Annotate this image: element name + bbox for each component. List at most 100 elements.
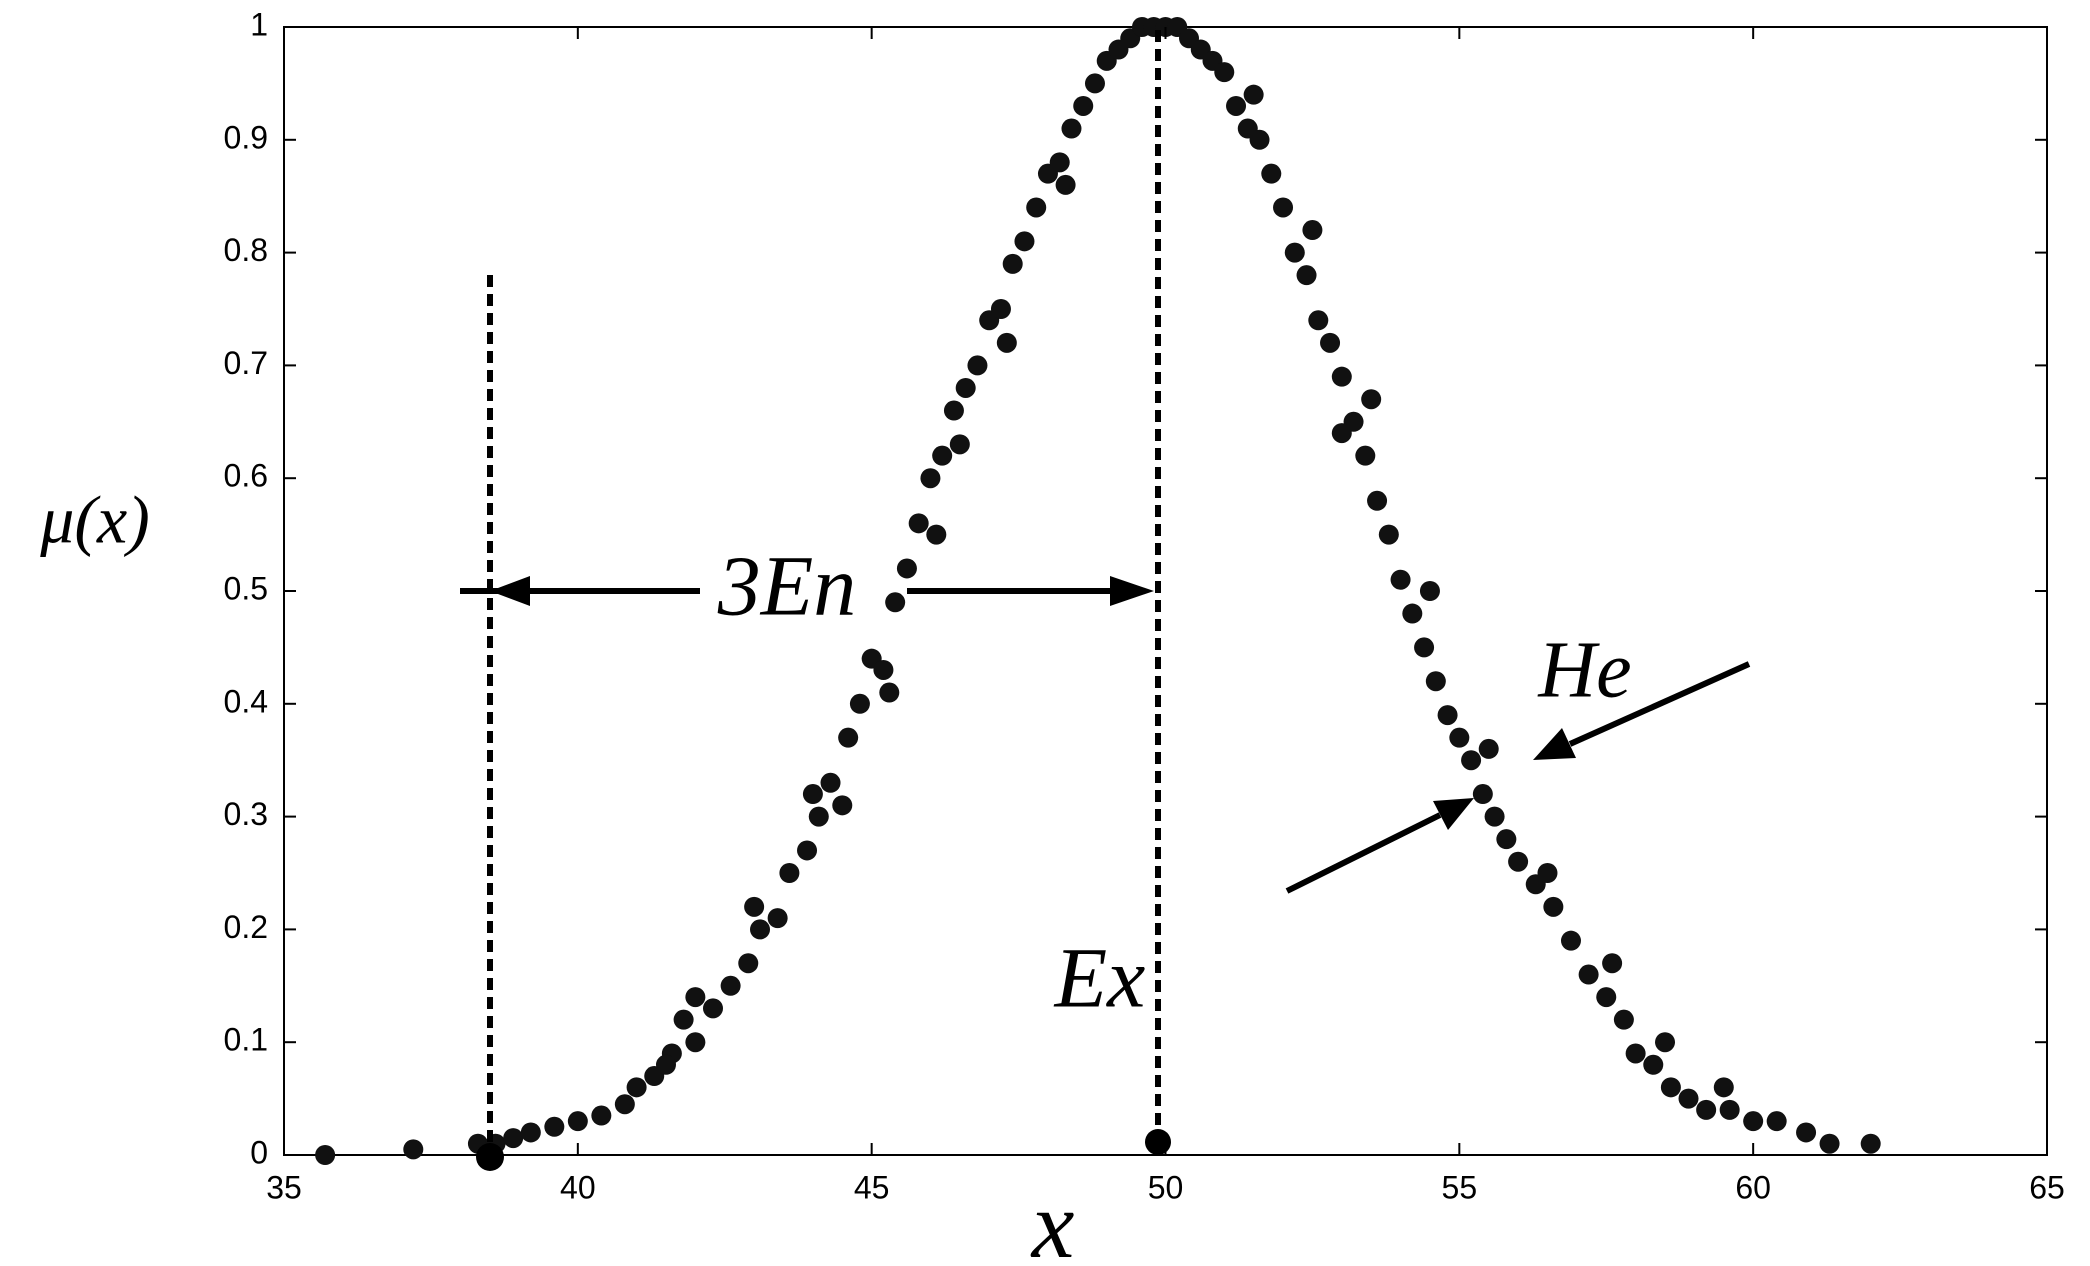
point xyxy=(1625,1043,1646,1064)
x-tick-label: 65 xyxy=(2029,1169,2065,1205)
point xyxy=(832,795,853,816)
point xyxy=(1414,637,1435,658)
point xyxy=(315,1145,336,1165)
point xyxy=(1743,1111,1764,1132)
point xyxy=(1860,1133,1881,1154)
point xyxy=(567,1111,588,1132)
point xyxy=(967,355,988,376)
point xyxy=(1713,1077,1734,1098)
arrow xyxy=(1285,812,1442,894)
point xyxy=(1308,310,1329,331)
point xyxy=(1331,423,1352,444)
point xyxy=(1331,366,1352,387)
y-tick-label: 0.3 xyxy=(224,796,268,832)
y-tick-label: 0.2 xyxy=(224,909,268,945)
point xyxy=(503,1128,524,1149)
point xyxy=(896,558,917,579)
point xyxy=(1596,987,1617,1008)
arrowhead xyxy=(490,576,530,606)
point xyxy=(1378,524,1399,545)
point xyxy=(1002,253,1023,274)
point xyxy=(1355,445,1376,466)
point xyxy=(943,400,964,421)
point xyxy=(1719,1099,1740,1120)
point xyxy=(1543,896,1564,917)
x-tick-label: 55 xyxy=(1442,1169,1478,1205)
point xyxy=(1367,490,1388,511)
ex-dot xyxy=(1145,1129,1171,1155)
point xyxy=(1084,73,1105,94)
point xyxy=(1613,1009,1634,1030)
x-tick-label: 45 xyxy=(854,1169,890,1205)
point xyxy=(1655,1032,1676,1053)
point xyxy=(685,987,706,1008)
point xyxy=(1537,863,1558,883)
point xyxy=(1284,242,1305,263)
x-tick-label: 60 xyxy=(1735,1169,1771,1205)
point xyxy=(1302,220,1323,241)
point xyxy=(750,919,771,940)
point xyxy=(1496,829,1517,850)
marks xyxy=(315,17,1881,1165)
point xyxy=(1061,118,1082,139)
arrowhead xyxy=(1110,576,1154,606)
point xyxy=(1578,964,1599,985)
point xyxy=(1461,750,1482,771)
point xyxy=(1472,784,1493,805)
point xyxy=(673,1009,694,1030)
point xyxy=(1226,95,1247,116)
point xyxy=(1449,727,1470,748)
point xyxy=(767,908,788,929)
point xyxy=(1014,231,1035,252)
point xyxy=(797,840,818,861)
point xyxy=(1055,174,1076,195)
point xyxy=(614,1094,635,1115)
point xyxy=(932,445,953,466)
point xyxy=(920,468,941,489)
x-tick-label: 40 xyxy=(560,1169,596,1205)
point xyxy=(1437,705,1458,726)
point xyxy=(544,1116,565,1137)
en-dot xyxy=(476,1143,504,1171)
point xyxy=(955,377,976,398)
point xyxy=(1419,581,1440,601)
point xyxy=(1602,953,1623,974)
y-tick-label: 0.8 xyxy=(224,232,268,268)
point xyxy=(908,513,929,534)
point xyxy=(702,998,723,1019)
point xyxy=(1696,1099,1717,1120)
annotation: He xyxy=(1537,626,1631,714)
y-tick-label: 0.5 xyxy=(224,570,268,606)
y-tick-label: 0.4 xyxy=(224,683,268,719)
point xyxy=(1678,1088,1699,1109)
point xyxy=(949,434,970,455)
y-tick-label: 0 xyxy=(250,1134,268,1170)
x-tick-label: 35 xyxy=(266,1169,302,1205)
point xyxy=(990,299,1011,319)
point xyxy=(1214,62,1235,83)
point xyxy=(1660,1077,1681,1098)
x-axis-label: x xyxy=(1030,1171,1075,1266)
point xyxy=(626,1077,647,1098)
point xyxy=(1478,738,1499,759)
point xyxy=(1026,197,1047,218)
point xyxy=(744,896,765,917)
point xyxy=(1243,84,1264,105)
point xyxy=(885,592,906,613)
point xyxy=(1643,1054,1664,1075)
point xyxy=(1402,603,1423,624)
point xyxy=(520,1122,541,1143)
y-tick-label: 0.9 xyxy=(224,119,268,155)
point xyxy=(738,953,759,974)
point xyxy=(779,863,800,883)
point xyxy=(802,784,823,805)
point xyxy=(1560,930,1581,951)
point xyxy=(591,1105,612,1126)
x-tick-label: 50 xyxy=(1148,1169,1184,1205)
point xyxy=(1819,1133,1840,1154)
point xyxy=(838,727,859,748)
point xyxy=(1484,806,1505,827)
point xyxy=(1361,389,1382,410)
point xyxy=(849,693,870,714)
